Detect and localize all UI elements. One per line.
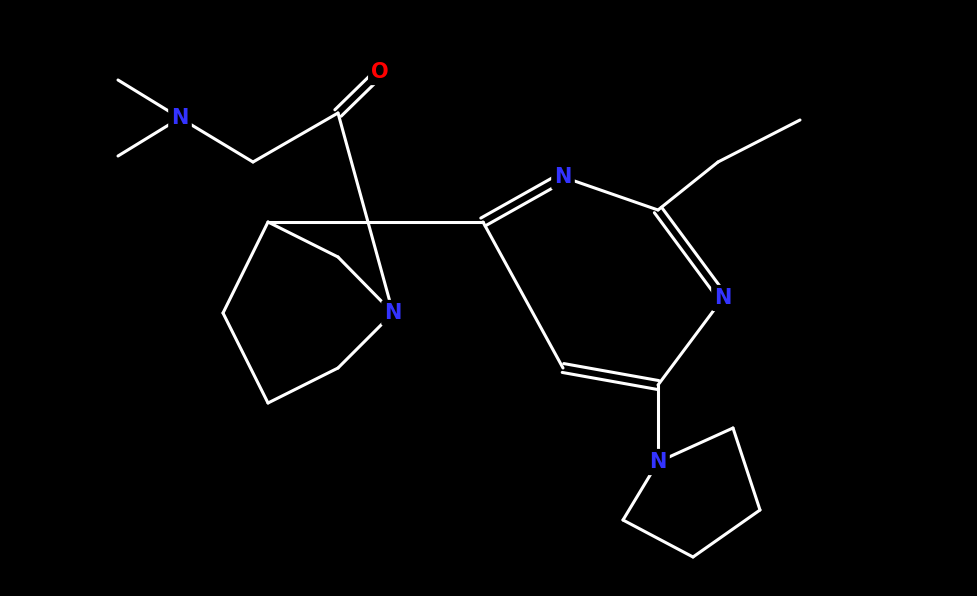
Text: N: N <box>649 452 666 472</box>
Text: N: N <box>713 288 731 308</box>
Text: N: N <box>554 167 572 187</box>
Text: N: N <box>171 108 189 128</box>
Text: O: O <box>371 62 389 82</box>
Text: N: N <box>384 303 402 323</box>
